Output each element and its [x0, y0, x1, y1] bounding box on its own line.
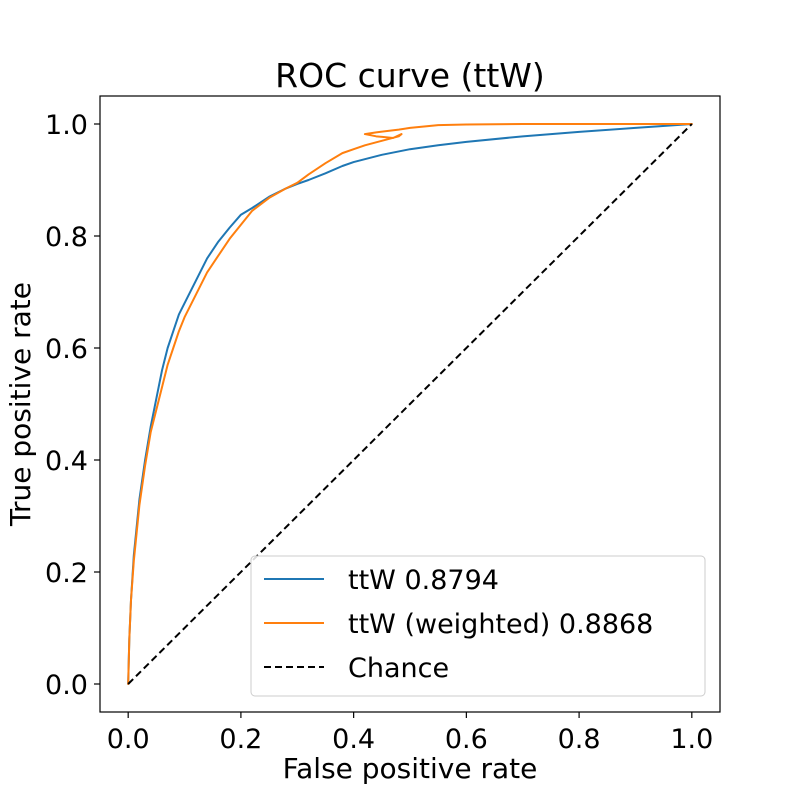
series-line-2: [127, 123, 693, 685]
y-axis-label: True positive rate: [4, 282, 37, 527]
x-tick-label: 0.8: [558, 724, 601, 755]
legend: ttW 0.8794 ttW (weighted) 0.8868 Chance: [250, 555, 706, 697]
x-tick-label: 0.0: [107, 724, 150, 755]
x-tick-label: 0.6: [445, 724, 488, 755]
x-axis-label: False positive rate: [283, 752, 538, 785]
series-line-1: [127, 123, 693, 685]
y-tick-label: 0.2: [45, 558, 88, 589]
legend-box: [250, 555, 706, 697]
x-tick-label: 1.0: [670, 724, 713, 755]
x-tick-label: 0.4: [332, 724, 375, 755]
legend-label-1: ttW (weighted) 0.8868: [348, 609, 653, 640]
chart-title: ROC curve (ttW): [275, 56, 545, 95]
y-tick-label: 0.4: [45, 446, 88, 477]
axes-frame: [99, 95, 721, 713]
x-tick-label: 0.2: [219, 724, 262, 755]
x-axis: 0.0 0.2 0.4 0.6 0.8 1.0: [107, 712, 713, 755]
y-tick-label: 0.8: [45, 222, 88, 253]
y-axis: 0.0 0.2 0.4 0.6 0.8 1.0: [45, 110, 100, 701]
y-tick-label: 0.0: [45, 670, 88, 701]
legend-label-2: Chance: [348, 653, 449, 684]
series-layer: [127, 123, 693, 685]
y-tick-label: 0.6: [45, 334, 88, 365]
legend-label-0: ttW 0.8794: [348, 565, 499, 596]
y-tick-label: 1.0: [45, 110, 88, 141]
